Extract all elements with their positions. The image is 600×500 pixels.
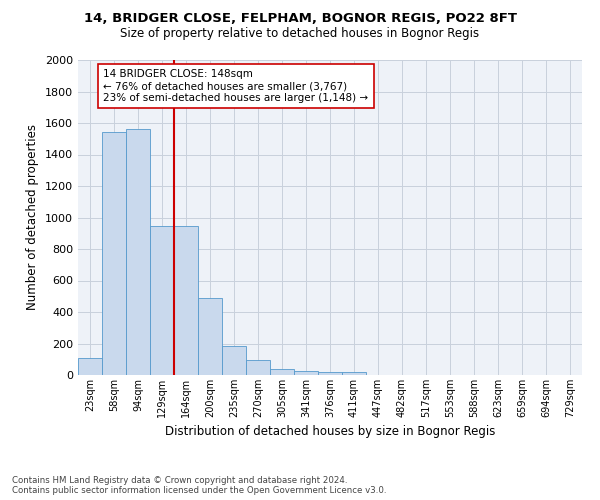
Bar (78, 358, 102, 375)
Bar (246, 360, 270, 375)
Bar (318, 372, 342, 375)
Bar (102, 132, 126, 375)
Bar (174, 226, 198, 375)
Bar (126, 130, 150, 375)
Bar (150, 226, 174, 375)
Bar (294, 371, 318, 375)
Bar (270, 368, 294, 375)
Y-axis label: Number of detached properties: Number of detached properties (26, 124, 40, 310)
Text: Size of property relative to detached houses in Bognor Regis: Size of property relative to detached ho… (121, 28, 479, 40)
Text: 14 BRIDGER CLOSE: 148sqm
← 76% of detached houses are smaller (3,767)
23% of sem: 14 BRIDGER CLOSE: 148sqm ← 76% of detach… (103, 70, 368, 102)
Bar (342, 372, 366, 375)
X-axis label: Distribution of detached houses by size in Bognor Regis: Distribution of detached houses by size … (165, 426, 495, 438)
Text: Contains HM Land Registry data © Crown copyright and database right 2024.
Contai: Contains HM Land Registry data © Crown c… (12, 476, 386, 495)
Bar (222, 346, 246, 375)
Bar (198, 298, 222, 375)
Text: 14, BRIDGER CLOSE, FELPHAM, BOGNOR REGIS, PO22 8FT: 14, BRIDGER CLOSE, FELPHAM, BOGNOR REGIS… (83, 12, 517, 26)
